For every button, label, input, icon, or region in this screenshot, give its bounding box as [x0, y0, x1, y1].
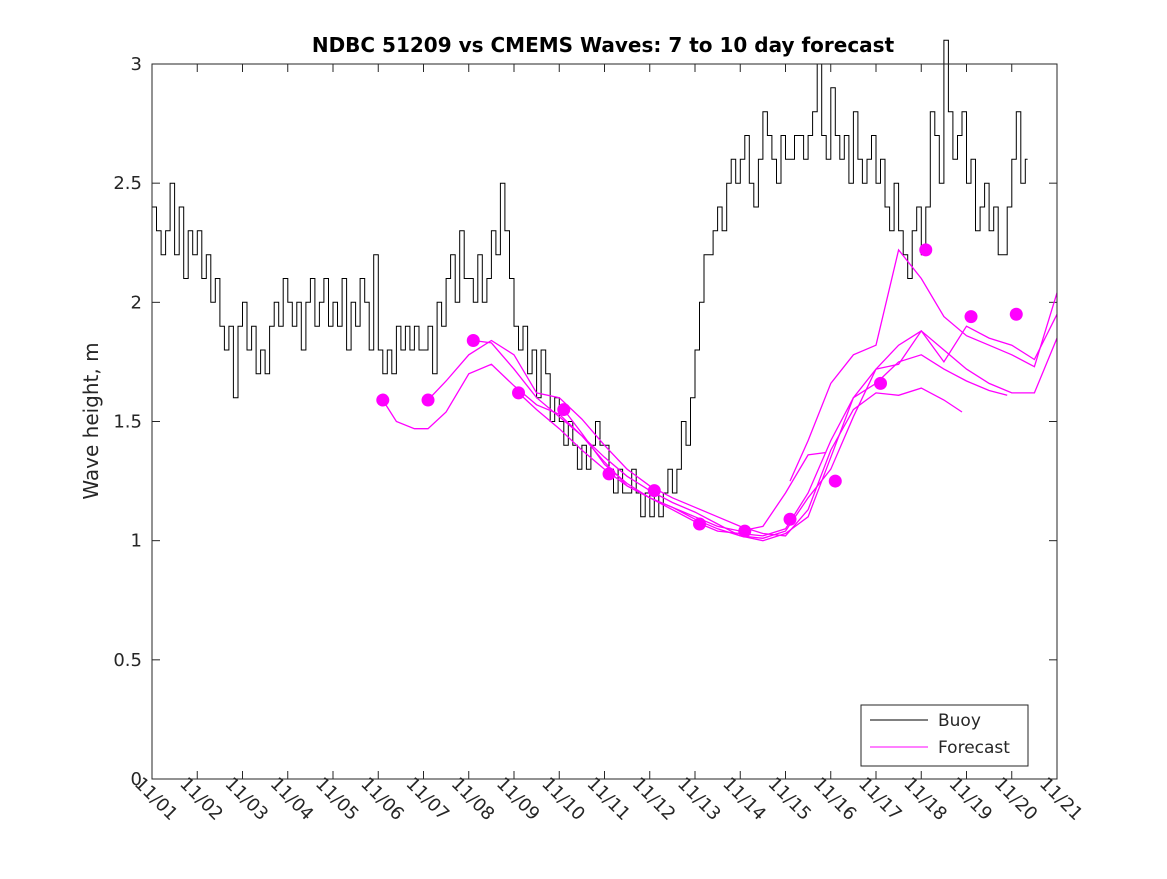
forecast-start-marker	[738, 524, 752, 538]
chart-title: NDBC 51209 vs CMEMS Waves: 7 to 10 day f…	[312, 33, 895, 57]
forecast-start-marker	[964, 310, 978, 324]
forecast-start-marker	[602, 467, 616, 481]
forecast-start-marker	[828, 474, 842, 488]
legend: Buoy Forecast	[860, 704, 1029, 767]
y-tick-label: 2.5	[113, 173, 142, 194]
forecast-line-6	[789, 248, 1058, 482]
y-tick-label: 3	[131, 54, 142, 75]
buoy-line	[152, 39, 1028, 518]
y-tick-label: 2	[131, 292, 142, 313]
forecast-start-marker	[783, 512, 797, 526]
forecast-start-marker	[693, 517, 707, 531]
legend-buoy-label: Buoy	[938, 711, 981, 731]
y-tick-label: 0.5	[113, 650, 142, 671]
y-tick-label: 1	[131, 531, 142, 552]
legend-box	[860, 704, 1029, 767]
marker-layer	[376, 243, 1023, 538]
forecast-line-4	[518, 329, 1058, 537]
forecast-start-marker	[376, 393, 390, 407]
forecast-start-marker	[421, 393, 435, 407]
forecast-start-marker	[1009, 307, 1023, 321]
y-axis-label: Wave height, m	[79, 342, 103, 499]
series-layer	[152, 39, 1058, 542]
forecast-start-marker	[874, 376, 888, 390]
forecast-start-marker	[557, 403, 571, 417]
forecast-start-marker	[647, 484, 661, 498]
legend-forecast-label: Forecast	[938, 738, 1010, 758]
forecast-start-marker	[512, 386, 526, 400]
forecast-start-marker	[466, 333, 480, 347]
forecast-start-marker	[919, 243, 933, 257]
y-tick-label: 1.5	[113, 412, 142, 433]
plot-area	[152, 64, 1057, 779]
forecast-line-2	[427, 339, 963, 537]
forecast-line-5	[563, 314, 1058, 539]
axes-box	[151, 63, 1058, 780]
y-tick-label: 0	[131, 769, 142, 790]
